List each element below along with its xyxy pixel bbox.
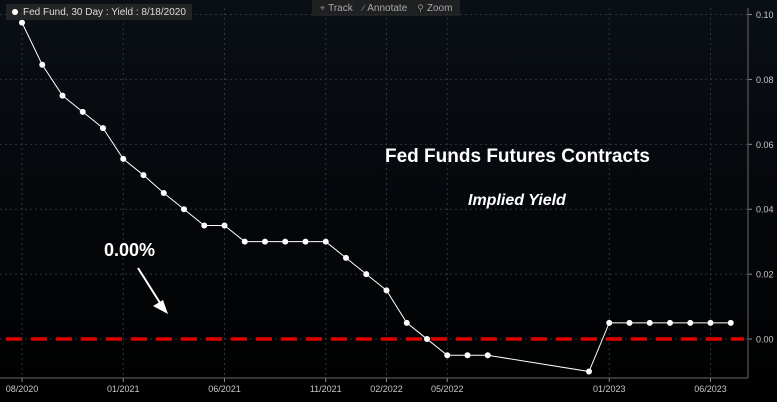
data-point bbox=[262, 238, 268, 245]
series-legend: Fed Fund, 30 Day : Yield : 8/18/2020 bbox=[6, 4, 192, 20]
data-point bbox=[19, 19, 25, 26]
x-tick-label: 01/2023 bbox=[593, 384, 626, 394]
data-point bbox=[403, 319, 410, 326]
data-point bbox=[586, 368, 592, 375]
data-point bbox=[707, 319, 714, 326]
callout-arrow-line bbox=[137, 267, 163, 307]
data-point bbox=[626, 319, 633, 326]
callout-arrow-head bbox=[153, 300, 168, 314]
data-point bbox=[140, 172, 147, 179]
data-point bbox=[120, 155, 127, 162]
annotate-label: Annotate bbox=[367, 2, 408, 14]
y-tick-label: 0.00 bbox=[756, 335, 774, 345]
data-point bbox=[667, 319, 673, 326]
data-point bbox=[343, 254, 349, 261]
zero-callout-label: 0.00% bbox=[104, 240, 156, 260]
track-label: Track bbox=[328, 2, 353, 14]
magnifier-icon: ⚲ bbox=[417, 2, 424, 13]
x-tick-label: 08/2020 bbox=[6, 384, 39, 394]
chart-toolbar: ⌖ Track ∕ Annotate ⚲ Zoom bbox=[312, 0, 461, 16]
data-point bbox=[302, 238, 309, 245]
data-point bbox=[606, 319, 613, 326]
zoom-label: Zoom bbox=[426, 2, 453, 14]
y-tick-label: 0.08 bbox=[756, 75, 774, 85]
data-point bbox=[160, 190, 167, 196]
y-tick-label: 0.04 bbox=[756, 205, 774, 215]
y-tick-label: 0.06 bbox=[756, 140, 774, 150]
series-line bbox=[21, 22, 731, 373]
data-point bbox=[727, 319, 734, 326]
annotate-button[interactable]: ∕ Annotate bbox=[363, 3, 408, 14]
legend-dot-icon bbox=[12, 9, 18, 15]
data-point bbox=[221, 222, 228, 229]
data-point bbox=[363, 271, 370, 278]
data-point bbox=[322, 238, 329, 245]
y-tick-label: 0.10 bbox=[756, 10, 774, 20]
data-point bbox=[484, 352, 491, 359]
x-tick-label: 06/2023 bbox=[694, 384, 727, 394]
data-point bbox=[201, 222, 208, 229]
data-point bbox=[181, 206, 187, 213]
data-point bbox=[687, 319, 694, 326]
data-point bbox=[59, 92, 66, 99]
data-point bbox=[39, 61, 46, 68]
data-point bbox=[79, 108, 86, 115]
x-tick-label: 11/2021 bbox=[310, 384, 342, 394]
data-point bbox=[282, 238, 289, 245]
pencil-icon: ∕ bbox=[362, 3, 365, 13]
track-button[interactable]: ⌖ Track bbox=[320, 3, 353, 14]
chart-title: Fed Funds Futures Contracts bbox=[385, 146, 650, 167]
data-point bbox=[646, 319, 653, 326]
x-tick-label: 06/2021 bbox=[208, 384, 241, 394]
zoom-button[interactable]: ⚲ Zoom bbox=[417, 3, 452, 14]
data-point bbox=[464, 352, 471, 359]
data-point bbox=[100, 125, 106, 132]
x-tick-label: 02/2022 bbox=[370, 384, 403, 394]
data-point bbox=[424, 336, 430, 343]
chart-subtitle: Implied Yield bbox=[468, 192, 566, 209]
y-tick-label: 0.02 bbox=[756, 270, 774, 280]
crosshair-icon: ⌖ bbox=[320, 2, 326, 13]
x-tick-label: 05/2022 bbox=[431, 384, 464, 394]
legend-label: Fed Fund, 30 Day : Yield : 8/18/2020 bbox=[23, 6, 186, 18]
data-point bbox=[444, 352, 451, 359]
data-point bbox=[383, 287, 390, 294]
x-tick-label: 01/2021 bbox=[107, 384, 140, 394]
data-point bbox=[241, 238, 248, 245]
